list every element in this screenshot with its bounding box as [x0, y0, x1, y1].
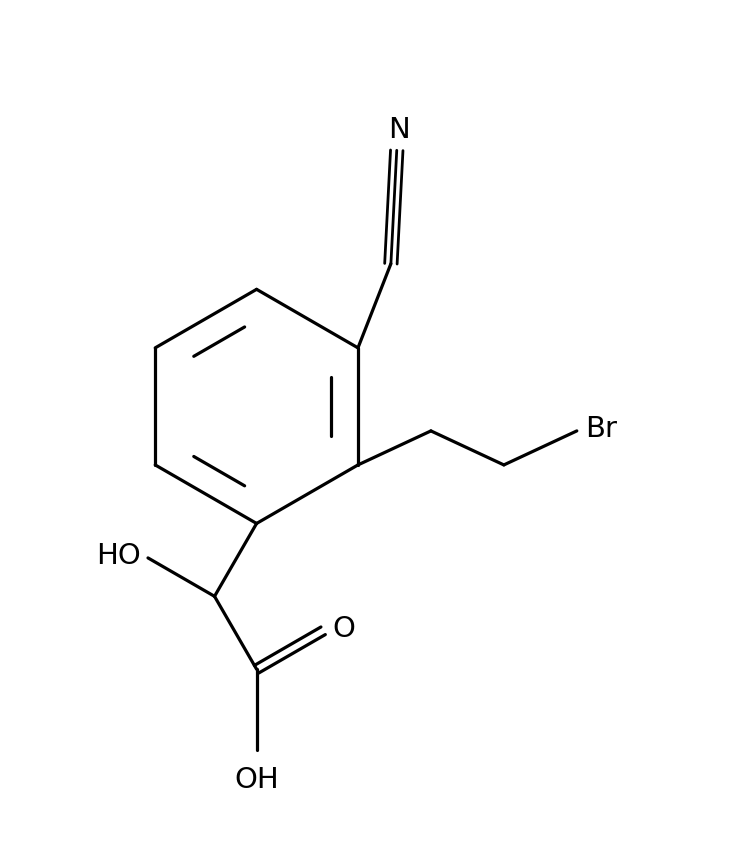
Text: Br: Br	[585, 415, 618, 442]
Text: O: O	[332, 614, 354, 643]
Text: OH: OH	[235, 766, 279, 794]
Text: HO: HO	[96, 543, 141, 570]
Text: N: N	[388, 116, 410, 143]
